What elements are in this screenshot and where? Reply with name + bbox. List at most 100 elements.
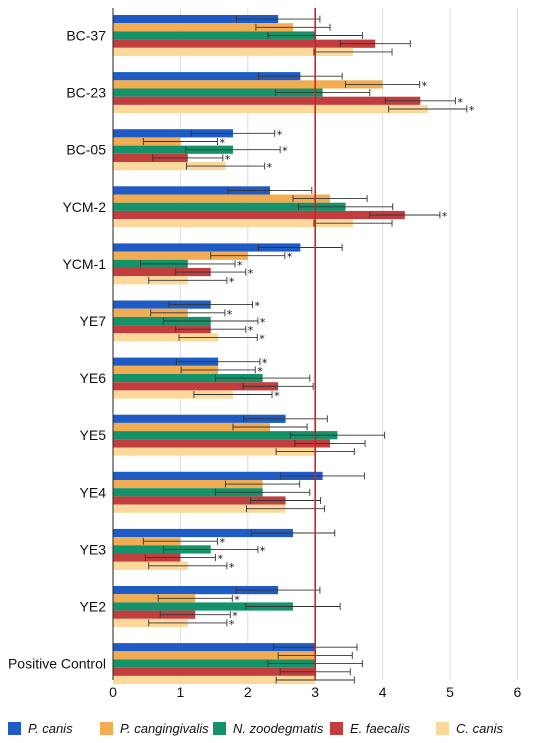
bar — [113, 471, 323, 480]
x-tick-label: 4 — [379, 684, 387, 700]
bar — [113, 357, 219, 366]
significance-star: * — [255, 300, 261, 313]
bar — [113, 439, 331, 448]
bar — [113, 667, 316, 676]
legend-entry: P. cangingivalis — [120, 721, 209, 736]
bar — [113, 488, 263, 497]
error-bars: **************************** — [140, 15, 475, 684]
legend-swatch — [213, 722, 226, 735]
bar — [113, 390, 233, 399]
axes: 0 1 2 3 4 5 6 BC-37 BC-23 BC-05 YCM-2 YCM-1 YE7 YE6 YE… — [8, 8, 522, 700]
legend-entry: P. canis — [28, 721, 73, 736]
bar — [113, 96, 421, 105]
bar — [113, 325, 211, 334]
legend-entry: E. faecalis — [350, 721, 410, 736]
significance-star: * — [237, 259, 243, 272]
significance-star: * — [232, 610, 238, 623]
x-tick-label: 0 — [109, 684, 117, 700]
significance-star: * — [267, 161, 273, 174]
bar — [113, 162, 226, 171]
significance-star: * — [422, 79, 428, 92]
bars — [113, 15, 428, 685]
bar — [113, 528, 293, 538]
bar — [113, 422, 271, 432]
category-label: YE3 — [80, 541, 107, 557]
bar — [113, 194, 331, 203]
bar — [113, 72, 301, 81]
bar — [113, 31, 316, 40]
bar — [113, 504, 286, 513]
category-label: BC-05 — [66, 142, 106, 158]
bar — [113, 15, 279, 24]
significance-star: * — [259, 332, 265, 345]
bar — [113, 39, 376, 48]
bar — [113, 659, 316, 668]
bar — [113, 651, 316, 660]
legend-swatch — [8, 722, 21, 735]
bar — [113, 365, 219, 374]
legend: P. canis P. cangingivalis N. zoodegmatis E.… — [8, 721, 503, 736]
bar — [113, 47, 353, 56]
bar — [113, 545, 211, 554]
bar — [113, 414, 286, 423]
legend-swatch — [100, 722, 113, 735]
x-tick-label: 6 — [514, 684, 522, 700]
category-label: YE2 — [80, 599, 107, 615]
bar — [113, 153, 188, 162]
bar — [113, 88, 323, 97]
x-tick-label: 3 — [311, 684, 319, 700]
bar — [113, 268, 211, 277]
bar — [113, 333, 219, 342]
legend-swatch — [436, 722, 449, 735]
bar — [113, 447, 316, 456]
bar — [113, 602, 293, 611]
significance-star: * — [219, 137, 225, 150]
bar — [113, 145, 233, 154]
x-tick-label: 2 — [244, 684, 252, 700]
significance-star: * — [262, 357, 268, 370]
legend-entry: C. canis — [456, 721, 503, 736]
significance-star: * — [229, 275, 235, 288]
category-label: YE7 — [80, 313, 107, 329]
significance-star: * — [277, 128, 283, 141]
legend-entry: N. zoodegmatis — [233, 721, 324, 736]
significance-star: * — [234, 593, 240, 606]
significance-star: * — [287, 251, 293, 264]
significance-star: * — [217, 553, 223, 566]
bar — [113, 129, 233, 138]
bar — [113, 186, 271, 195]
bar — [113, 610, 196, 619]
bar — [113, 219, 353, 228]
significance-star: * — [260, 544, 266, 557]
bar — [113, 210, 405, 220]
significance-star: * — [282, 145, 288, 158]
bar — [113, 431, 338, 440]
category-label: YCM-1 — [62, 256, 106, 272]
category-label: BC-37 — [66, 28, 106, 44]
bar — [113, 243, 301, 252]
category-label: YCM-2 — [62, 199, 106, 215]
x-tick-label: 5 — [446, 684, 454, 700]
significance-star: * — [248, 324, 254, 337]
bar — [113, 251, 248, 260]
significance-star: * — [274, 390, 280, 403]
significance-star: * — [219, 536, 225, 549]
significance-star: * — [469, 104, 475, 117]
significance-star: * — [257, 365, 263, 378]
bar — [113, 594, 196, 603]
legend-swatch — [330, 722, 343, 735]
significance-star: * — [229, 618, 235, 631]
x-tick-label: 1 — [177, 684, 185, 700]
bar — [113, 586, 279, 595]
bar — [113, 23, 293, 32]
bar — [113, 480, 263, 489]
category-label: YE5 — [80, 427, 107, 443]
category-label: YE4 — [80, 484, 107, 500]
bar — [113, 80, 383, 89]
significance-star: * — [457, 96, 463, 109]
bar — [113, 675, 316, 685]
category-label: YE6 — [80, 370, 107, 386]
category-label: BC-23 — [66, 85, 106, 101]
bar — [113, 202, 346, 211]
